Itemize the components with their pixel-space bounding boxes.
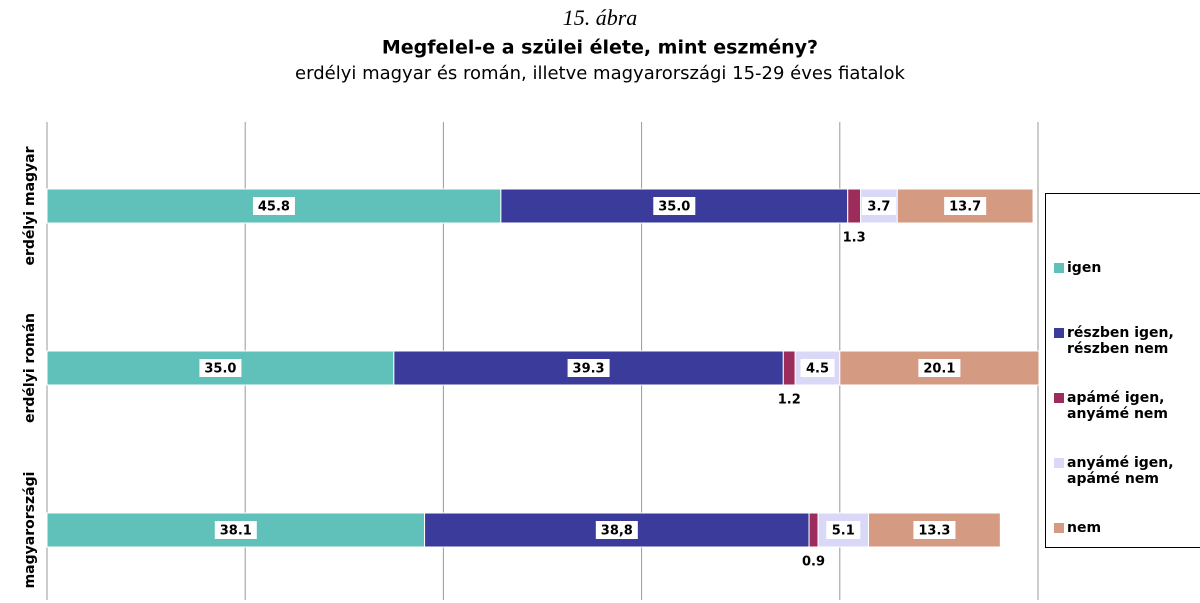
data-label: 38,8	[601, 524, 633, 539]
data-label-box	[913, 521, 956, 539]
legend-label: igen	[1067, 260, 1102, 276]
data-label: 3.7	[867, 200, 890, 215]
y-tick-label: erdélyi magyar	[22, 146, 38, 265]
data-label: 39.3	[573, 362, 605, 377]
data-label: 38.1	[220, 524, 252, 539]
legend-swatch	[1054, 328, 1064, 338]
y-tick-label: magyarországi	[22, 472, 38, 589]
data-label-box	[214, 521, 257, 539]
data-label: 45.8	[258, 200, 290, 215]
data-label: 4.5	[806, 362, 829, 377]
legend-item: igen	[1054, 260, 1200, 276]
chart-supertitle: 15. ábra	[563, 5, 638, 30]
legend-swatch	[1054, 523, 1064, 533]
legend-swatch	[1054, 393, 1064, 403]
data-label: 0.9	[802, 555, 825, 570]
data-label-box	[595, 521, 638, 539]
legend-item: nem	[1054, 520, 1200, 536]
data-label: 35.0	[658, 200, 690, 215]
data-label-box	[826, 521, 861, 539]
legend-item: apámé igen, anyámé nem	[1054, 390, 1200, 422]
bar-segment	[46, 188, 502, 224]
legend-swatch	[1054, 458, 1064, 468]
data-label-box	[567, 359, 610, 377]
data-label-box	[944, 197, 987, 215]
data-label: 13.3	[918, 524, 950, 539]
data-label: 35.0	[204, 362, 236, 377]
bar-segment	[808, 512, 819, 548]
legend-label: anyámé igen, apámé nem	[1067, 455, 1174, 487]
chart-subtitle: erdélyi magyar és román, illetve magyaro…	[295, 63, 906, 84]
legend-item: részben igen, részben nem	[1054, 325, 1200, 357]
data-label-box	[861, 197, 896, 215]
bar-segment	[847, 188, 862, 224]
data-label-box	[199, 359, 242, 377]
legend-label: apámé igen, anyámé nem	[1067, 390, 1168, 422]
y-tick-label: erdélyi román	[22, 313, 38, 423]
data-label: 1.3	[843, 231, 866, 246]
data-label-box	[252, 197, 295, 215]
data-label-box	[918, 359, 961, 377]
legend-label: nem	[1067, 520, 1102, 536]
data-label: 5.1	[832, 524, 855, 539]
data-label: 20.1	[923, 362, 955, 377]
bar-segment	[868, 512, 1001, 548]
legend: igen részben igen, részben nem apámé igen,…	[1045, 193, 1200, 548]
data-label: 1.2	[778, 393, 801, 408]
legend-item: anyámé igen, apámé nem	[1054, 455, 1200, 487]
legend-swatch	[1054, 263, 1064, 273]
data-label-box	[653, 197, 696, 215]
bar-segment	[782, 350, 796, 386]
chart-title: Megfelel-e a szülei élete, mint eszmény?	[382, 37, 818, 59]
data-label-box	[800, 359, 835, 377]
legend-label: részben igen, részben nem	[1067, 325, 1174, 357]
data-label: 13.7	[949, 200, 981, 215]
